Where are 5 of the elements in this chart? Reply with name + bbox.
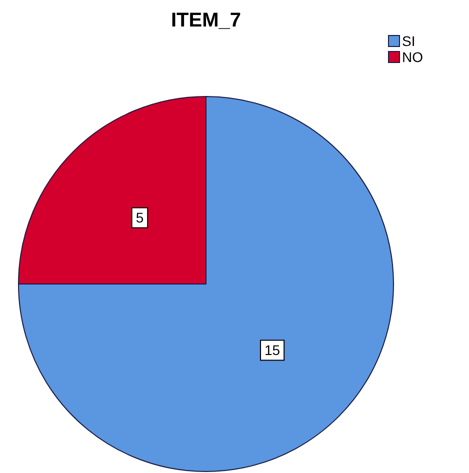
chart-title: ITEM_7 xyxy=(170,10,242,32)
data-label: 5 xyxy=(136,210,144,226)
data-label: 15 xyxy=(264,342,280,358)
legend-label: SI xyxy=(402,32,416,49)
legend-label: NO xyxy=(402,48,424,65)
